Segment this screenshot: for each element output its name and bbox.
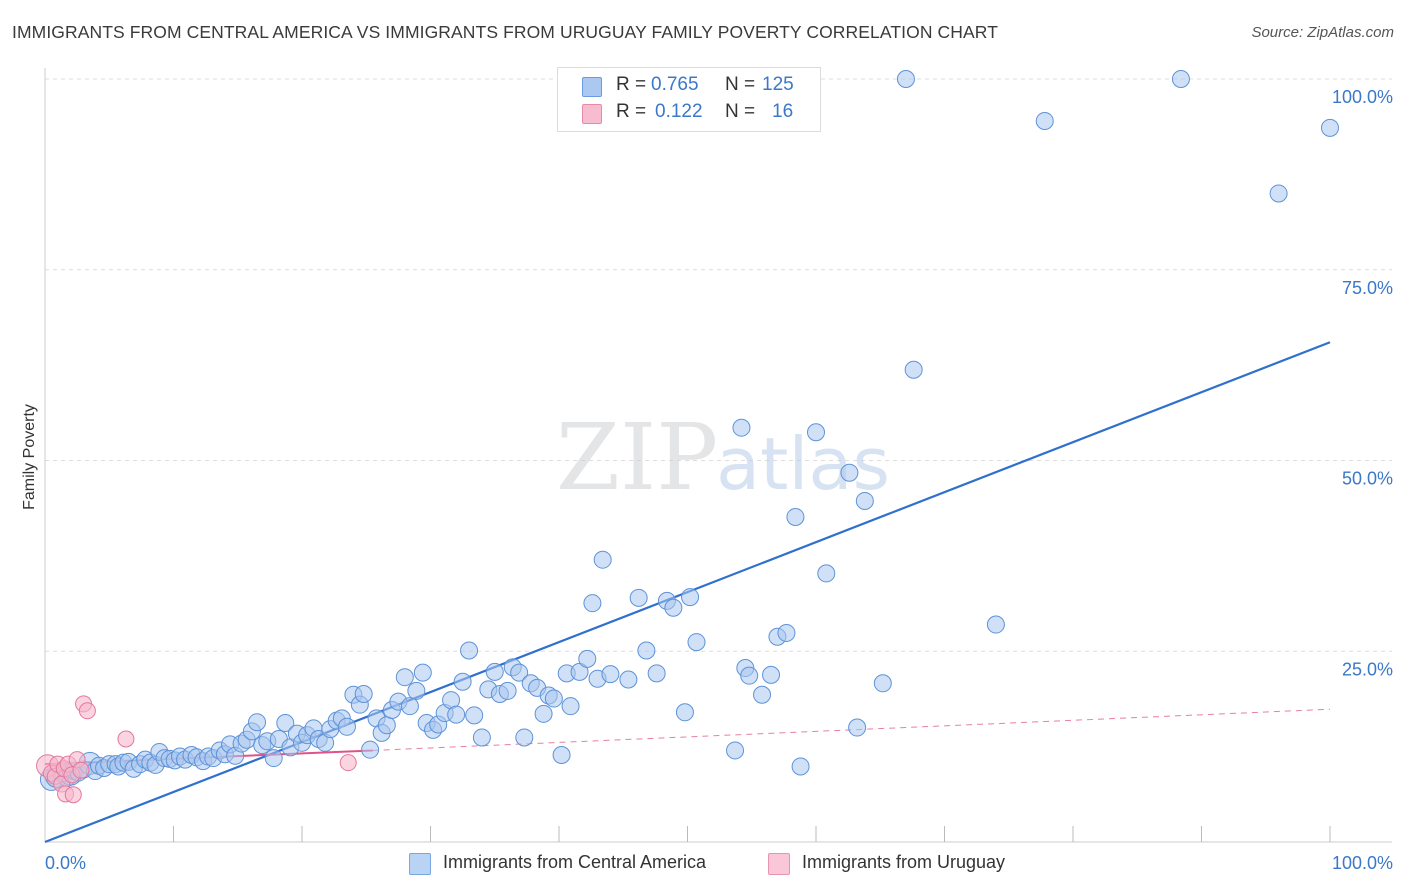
data-points xyxy=(36,70,1339,804)
legend-r-value: 0.765 xyxy=(651,74,699,95)
point-uruguay xyxy=(339,754,357,772)
point-central-america xyxy=(777,623,796,642)
point-central-america xyxy=(1321,118,1339,137)
point-central-america xyxy=(664,598,683,617)
point-central-america xyxy=(407,681,426,700)
legend-r-value: 0.122 xyxy=(655,101,703,122)
point-central-america xyxy=(552,746,571,765)
point-central-america xyxy=(1035,111,1054,130)
source-credit: Source: ZipAtlas.com xyxy=(1251,24,1394,41)
point-central-america xyxy=(817,564,836,583)
watermark-zip: ZIP xyxy=(556,404,718,511)
point-central-america xyxy=(510,663,529,682)
point-central-america xyxy=(848,718,867,737)
point-central-america xyxy=(681,588,700,607)
point-central-america xyxy=(485,662,504,681)
point-central-america xyxy=(807,423,825,442)
point-central-america xyxy=(904,360,923,379)
point-central-america xyxy=(472,728,491,747)
point-central-america xyxy=(515,728,534,747)
legend-swatch-pink xyxy=(582,104,602,124)
chart-title: IMMIGRANTS FROM CENTRAL AMERICA VS IMMIG… xyxy=(12,22,998,42)
point-central-america xyxy=(726,741,745,760)
point-central-america xyxy=(498,681,517,700)
series-name: Immigrants from Central America xyxy=(443,852,707,872)
legend-n-value: 125 xyxy=(762,74,794,95)
trend-line-uruguay-extension xyxy=(372,708,1331,751)
series-name: Immigrants from Uruguay xyxy=(802,852,1006,872)
y-axis-label: Family Poverty xyxy=(21,404,38,510)
point-central-america xyxy=(762,665,781,684)
x-tick-label-max: 100.0% xyxy=(1332,853,1393,873)
point-central-america xyxy=(561,697,580,716)
correlation-legend: R = 0.765 N = 125 R = 0.122 N = 16 xyxy=(557,67,821,132)
point-central-america xyxy=(896,70,915,88)
legend-n-label: N = xyxy=(725,101,756,122)
y-tick-label: 75.0% xyxy=(1342,278,1393,298)
gridlines xyxy=(45,78,1392,652)
x-tick-label-min: 0.0% xyxy=(45,853,86,873)
point-central-america xyxy=(687,633,706,652)
series-swatch-blue xyxy=(409,853,431,875)
point-central-america xyxy=(413,663,432,682)
point-central-america xyxy=(675,703,694,722)
point-central-america xyxy=(986,615,1005,634)
point-central-america xyxy=(583,594,602,613)
y-tick-label: 100.0% xyxy=(1332,87,1393,107)
point-central-america xyxy=(1269,184,1288,203)
legend-r-label: R = xyxy=(616,101,647,122)
point-uruguay xyxy=(117,730,135,748)
watermark-atlas: atlas xyxy=(716,422,890,506)
point-central-america xyxy=(460,641,479,660)
point-central-america xyxy=(465,706,484,725)
axes xyxy=(44,68,1392,843)
point-central-america xyxy=(544,689,563,708)
point-central-america xyxy=(629,588,648,607)
point-central-america xyxy=(447,705,466,724)
point-central-america xyxy=(361,740,380,759)
point-central-america xyxy=(647,664,666,683)
legend-n-label: N = xyxy=(725,74,756,95)
point-uruguay xyxy=(64,786,82,804)
tick-labels: 25.0% 50.0% 75.0% 100.0% 0.0% 100.0% xyxy=(45,87,1393,873)
point-central-america xyxy=(395,668,414,687)
y-tick-label: 25.0% xyxy=(1342,659,1393,679)
point-uruguay xyxy=(78,702,96,720)
point-central-america xyxy=(593,550,612,569)
point-central-america xyxy=(264,749,283,768)
series-swatch-pink xyxy=(768,853,790,875)
point-central-america xyxy=(1171,70,1190,88)
point-central-america xyxy=(248,713,267,732)
point-uruguay xyxy=(72,761,90,779)
legend-r-label: R = xyxy=(616,74,647,95)
point-central-america xyxy=(840,463,859,482)
point-central-america xyxy=(453,672,472,691)
point-central-america xyxy=(276,713,295,732)
point-central-america xyxy=(791,757,810,776)
point-central-america xyxy=(637,641,656,660)
point-central-america xyxy=(855,491,874,510)
point-central-america xyxy=(740,666,759,685)
point-central-america xyxy=(354,684,373,703)
legend-swatch-blue xyxy=(582,77,602,97)
point-central-america xyxy=(601,665,620,684)
point-central-america xyxy=(377,716,396,735)
point-central-america xyxy=(619,670,638,689)
point-central-america xyxy=(786,507,805,526)
point-central-america xyxy=(578,649,597,668)
point-central-america xyxy=(753,685,772,704)
point-central-america xyxy=(400,697,419,716)
watermark: ZIP atlas xyxy=(556,404,890,511)
point-central-america xyxy=(873,674,892,693)
y-tick-label: 50.0% xyxy=(1342,469,1393,489)
legend-n-value: 16 xyxy=(772,101,794,122)
point-central-america xyxy=(534,704,553,723)
point-central-america xyxy=(732,418,751,437)
point-central-america xyxy=(337,717,356,736)
